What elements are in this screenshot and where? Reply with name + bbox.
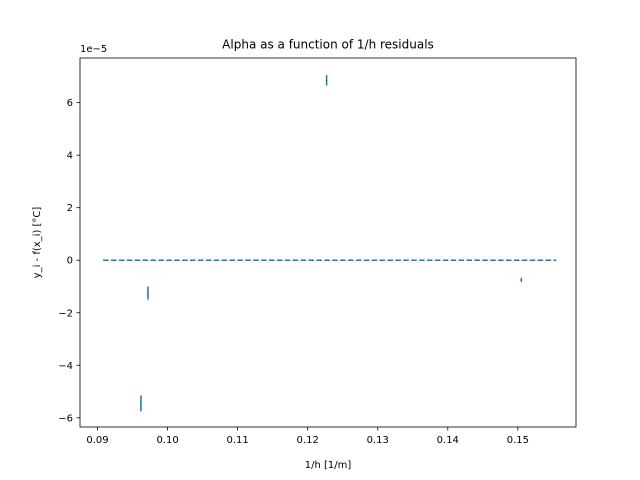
residual-point: [520, 279, 523, 281]
x-tick-label: 0.15: [507, 435, 529, 446]
x-tick-label: 0.10: [156, 435, 178, 446]
y-tick-label: −4: [58, 361, 73, 372]
y-tick-label: 2: [67, 203, 73, 214]
y-axis-label: y_i - f(x_i) [°C]: [32, 207, 43, 279]
chart-title: Alpha as a function of 1/h residuals: [222, 38, 434, 52]
plot-marks: [103, 75, 557, 412]
residual-point: [147, 292, 149, 294]
residual-point: [325, 79, 328, 82]
x-tick-label: 0.09: [86, 435, 108, 446]
y-tick-label: −6: [58, 413, 73, 424]
x-tick-label: 0.13: [367, 435, 389, 446]
residual-point: [140, 402, 142, 405]
x-axis-label: 1/h [1/m]: [305, 460, 352, 471]
y-tick-label: 0: [67, 256, 73, 267]
plot-area-frame: [79, 57, 577, 428]
y-axis-ticks: −6 −4 −2 0 2 4 6: [58, 98, 80, 424]
y-axis-offset-label: 1e−5: [80, 44, 107, 55]
x-tick-label: 0.11: [226, 435, 248, 446]
x-tick-label: 0.12: [297, 435, 319, 446]
x-axis-ticks: 0.09 0.10 0.11 0.12 0.13 0.14 0.15: [86, 427, 529, 446]
y-tick-label: 6: [67, 98, 73, 109]
y-tick-label: −2: [58, 308, 73, 319]
y-tick-label: 4: [67, 151, 73, 162]
x-tick-label: 0.14: [437, 435, 459, 446]
